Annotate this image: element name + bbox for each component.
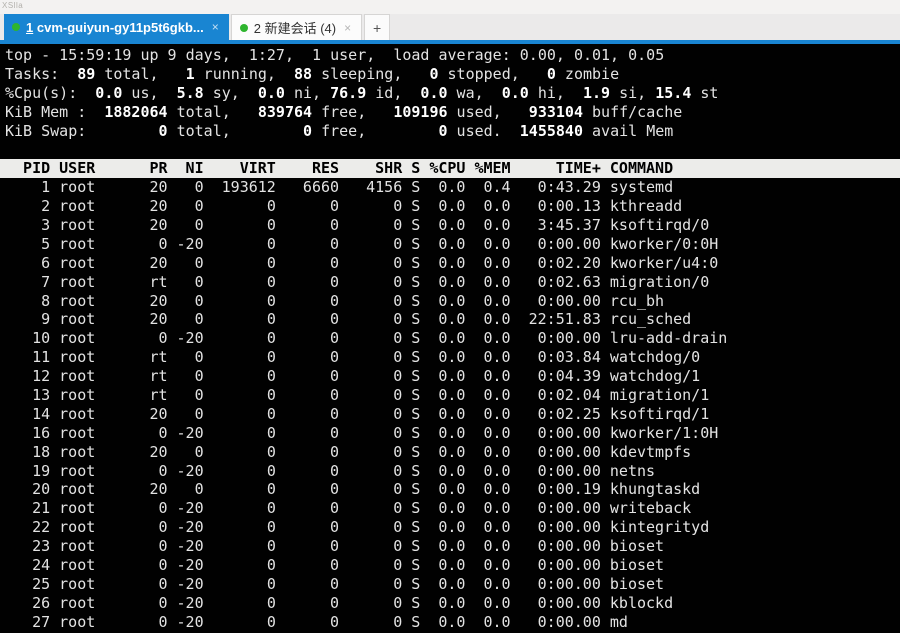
summary-line: KiB Swap: 0 total, 0 free, 0 used. 14558… xyxy=(5,121,674,140)
tab-label: 2 新建会话 (4) xyxy=(254,18,336,37)
summary-line: KiB Mem : 1882064 total, 839764 free, 10… xyxy=(5,102,683,121)
tab-number: 2 xyxy=(253,21,261,36)
close-icon[interactable]: × xyxy=(211,20,219,34)
process-row: 23 root 0 -20 0 0 0 S 0.0 0.0 0:00.00 bioset xyxy=(32,537,665,556)
process-row: 22 root 0 -20 0 0 0 S 0.0 0.0 0:00.00 kintegrityd xyxy=(32,518,710,537)
process-row: 25 root 0 -20 0 0 0 S 0.0 0.0 0:00.00 bioset xyxy=(32,574,665,593)
process-row: 3 root 20 0 0 0 0 S 0.0 0.0 3:45.37 ksoftirqd/0 xyxy=(41,216,710,235)
terminal-output-area[interactable]: top - 15:59:19 up 9 days, 1:27, 1 user, … xyxy=(0,44,900,633)
blank-line xyxy=(5,140,900,159)
process-row: 24 root 0 -20 0 0 0 S 0.0 0.0 0:00.00 bioset xyxy=(32,556,665,575)
process-row: 8 root 20 0 0 0 0 S 0.0 0.0 0:00.00 rcu_bh xyxy=(41,291,665,310)
tab-bar-filler xyxy=(390,14,900,40)
active-tab-accent-strip xyxy=(0,40,900,44)
window-artifact-text: XSlla xyxy=(2,1,24,10)
process-row: 13 root rt 0 0 0 0 S 0.0 0.0 0:02.04 migration/1 xyxy=(32,386,710,405)
tab-title: cvm-guiyun-gy11p5t6gkb... xyxy=(36,19,204,35)
top-summary-block: top - 15:59:19 up 9 days, 1:27, 1 user, … xyxy=(5,46,900,140)
process-row: 7 root rt 0 0 0 0 S 0.0 0.0 0:02.63 migration/0 xyxy=(41,272,710,291)
summary-line: top - 15:59:19 up 9 days, 1:27, 1 user, … xyxy=(5,46,665,64)
plus-icon: + xyxy=(373,19,382,36)
process-row: 16 root 0 -20 0 0 0 S 0.0 0.0 0:00.00 kworker/1:0H xyxy=(32,423,719,442)
process-row: 18 root 20 0 0 0 0 S 0.0 0.0 0:00.00 kdevtmpfs xyxy=(32,442,692,461)
summary-line: Tasks: 89 total, 1 running, 88 sleeping,… xyxy=(5,64,620,83)
process-row: 20 root 20 0 0 0 0 S 0.0 0.0 0:00.19 khungtaskd xyxy=(32,480,701,499)
table-header-row: PID USER PR NI VIRT RES SHR S %CPU %MEM TIME+ COMMA… xyxy=(0,159,900,179)
process-row: 12 root rt 0 0 0 0 S 0.0 0.0 0:04.39 watchdog/1 xyxy=(32,367,701,386)
process-row: 2 root 20 0 0 0 0 S 0.0 0.0 0:00.13 kthreadd xyxy=(41,197,683,216)
tab-session-2[interactable]: 2 新建会话 (4) × xyxy=(230,14,363,40)
process-row: 5 root 0 -20 0 0 0 S 0.0 0.0 0:00.00 kworker/0:0H xyxy=(41,234,719,253)
window-chrome-sliver: XSlla xyxy=(0,0,900,14)
process-row: 14 root 20 0 0 0 0 S 0.0 0.0 0:02.25 ksoftirqd/1 xyxy=(32,404,710,423)
tab-label: 1 cvm-guiyun-gy11p5t6gkb... xyxy=(26,20,204,35)
tab-session-1[interactable]: 1 cvm-guiyun-gy11p5t6gkb... × xyxy=(4,14,229,40)
session-status-dot xyxy=(12,23,20,31)
process-row: 6 root 20 0 0 0 0 S 0.0 0.0 0:02.20 kworker/u4:0 xyxy=(41,253,719,272)
process-row: 27 root 0 -20 0 0 0 S 0.0 0.0 0:00.00 md xyxy=(32,612,628,631)
process-row: 1 root 20 0 193612 6660 4156 S 0.0 0.4 0:43.29 syst… xyxy=(41,178,674,197)
process-table: PID USER PR NI VIRT RES SHR S %CPU %MEM TIME+ COMMA… xyxy=(0,159,900,631)
close-icon[interactable]: × xyxy=(344,20,352,35)
session-tab-bar: 1 cvm-guiyun-gy11p5t6gkb... × 2 新建会话 (4)… xyxy=(0,14,900,40)
session-status-dot xyxy=(239,23,248,32)
process-row: 26 root 0 -20 0 0 0 S 0.0 0.0 0:00.00 kblockd xyxy=(32,593,674,612)
process-row: 19 root 0 -20 0 0 0 S 0.0 0.0 0:00.00 netns xyxy=(32,461,656,480)
new-tab-button[interactable]: + xyxy=(364,14,391,40)
process-row: 9 root 20 0 0 0 0 S 0.0 0.0 22:51.83 rcu_sched xyxy=(41,310,692,329)
process-row: 21 root 0 -20 0 0 0 S 0.0 0.0 0:00.00 writeback xyxy=(32,499,692,518)
summary-line: %Cpu(s): 0.0 us, 5.8 sy, 0.0 ni, 76.9 id… xyxy=(5,83,719,102)
process-row: 11 root rt 0 0 0 0 S 0.0 0.0 0:03.84 watchdog/0 xyxy=(32,348,701,367)
process-row: 10 root 0 -20 0 0 0 S 0.0 0.0 0:00.00 lru-add-drain xyxy=(32,329,728,348)
tab-title: 新建会话 (4) xyxy=(264,21,337,36)
tab-number: 1 xyxy=(26,19,34,35)
